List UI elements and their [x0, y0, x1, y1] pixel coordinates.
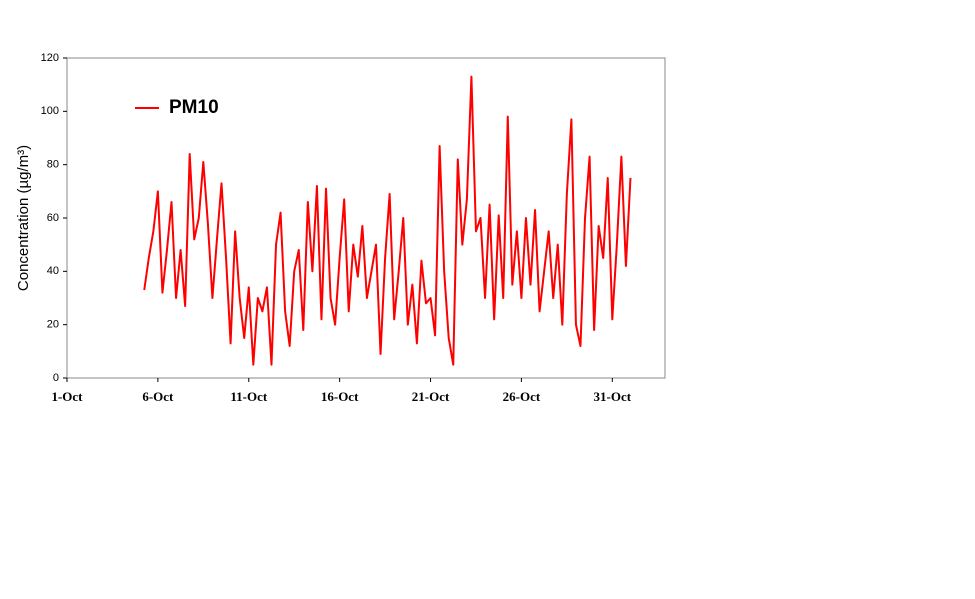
y-axis-label: Concentration (µg/m³) — [15, 145, 32, 291]
y-tick-label: 80 — [47, 159, 59, 171]
plot-frame — [66, 57, 666, 379]
y-tick-label: 0 — [53, 372, 59, 384]
x-tick-label: 16-Oct — [321, 389, 359, 404]
x-tick-label: 21-Oct — [412, 389, 450, 404]
x-tick-label: 11-Oct — [230, 389, 267, 404]
y-tick-label: 60 — [47, 212, 59, 224]
x-tick-label: 26-Oct — [503, 389, 541, 404]
data-line — [143, 75, 632, 366]
legend-label: PM10 — [169, 97, 219, 118]
y-tick-label: 100 — [41, 105, 59, 117]
y-tick-label: 20 — [47, 319, 59, 331]
x-tick-label: 1-Oct — [51, 389, 83, 404]
y-tick-label: 120 — [41, 52, 59, 64]
x-tick-label: 6-Oct — [142, 389, 174, 404]
x-tick-label: 31-Oct — [594, 389, 632, 404]
y-tick-label: 40 — [47, 265, 59, 277]
